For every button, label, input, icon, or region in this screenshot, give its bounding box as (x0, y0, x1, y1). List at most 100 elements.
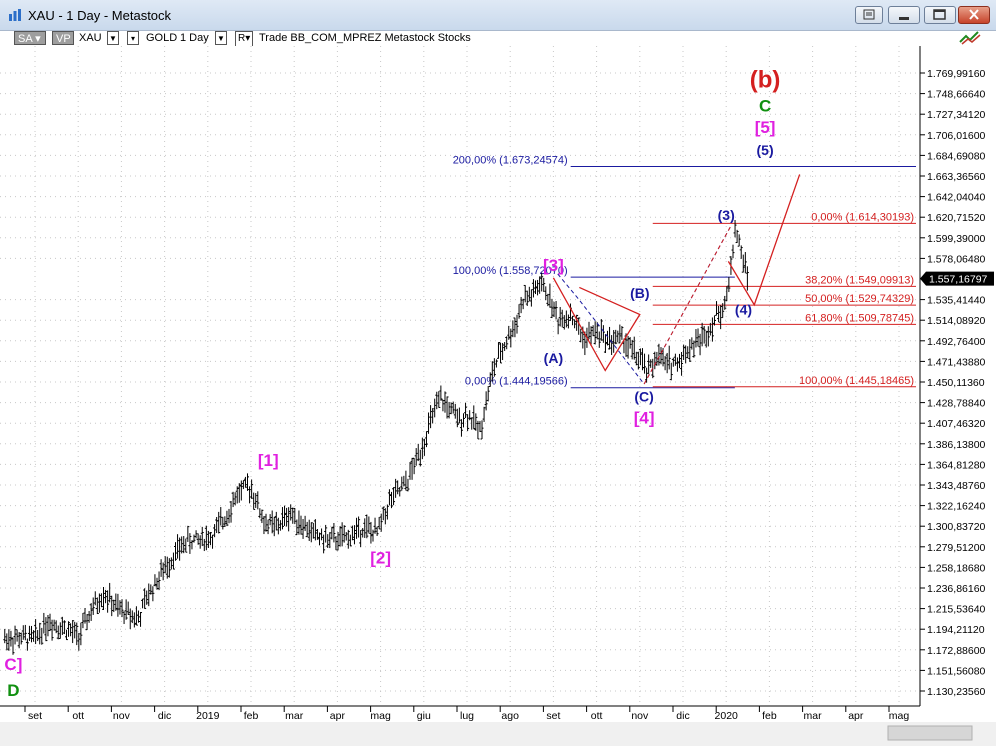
data-source: Trade BB_COM_MPREZ Metastock Stocks (259, 32, 471, 44)
sa-button[interactable]: SA ▾ (14, 31, 46, 45)
security-name: GOLD (146, 32, 178, 44)
symbol-lookup-button[interactable]: ▾ (127, 31, 139, 45)
price-bars (3, 219, 749, 655)
price-tick-label: 1.471,43880 (927, 356, 986, 368)
wave-label: [2] (370, 549, 391, 568)
current-price-label: 1.557,16797 (929, 274, 988, 286)
vp-button[interactable]: VP (52, 31, 74, 45)
chevron-down-icon: ▼ (217, 34, 225, 43)
price-tick-label: 1.194,21120 (927, 624, 985, 636)
projection-path (727, 174, 801, 307)
minimize-button[interactable] (888, 6, 920, 24)
time-tick-label: mag (370, 710, 391, 722)
price-tick-label: 1.450,11360 (927, 377, 985, 389)
wave-path-red (643, 226, 731, 385)
sa-label: SA (18, 33, 33, 45)
price-tick-label: 1.279,51200 (927, 542, 986, 554)
horizontal-scrollbar[interactable] (0, 722, 996, 746)
fib-blue-label: 100,00% (1.558,72070) (453, 265, 568, 277)
fib-red-label: 50,00% (1.529,74329) (805, 293, 914, 305)
price-chart[interactable]: 1.769,99160 1.748,66640 1.727,34120 1.706,0… (0, 46, 996, 746)
price-tick-label: 1.727,34120 (927, 109, 986, 121)
wave-label: C] (4, 655, 22, 674)
wave-label: (4) (735, 301, 752, 317)
price-tick-label: 1.663,36560 (927, 171, 986, 183)
price-tick-label: 1.514,08920 (927, 315, 986, 327)
time-axis: set ott nov dic 2019 feb mar apr mag giu lug ago set… (24, 706, 910, 722)
time-tick-label: mag (889, 710, 910, 722)
price-tick-label: 1.386,13800 (927, 439, 986, 451)
time-tick-label: ott (591, 710, 603, 722)
time-tick-label: 2019 (196, 710, 220, 722)
price-tick-label: 1.215,53640 (927, 604, 986, 616)
time-tick-label: dic (158, 710, 171, 722)
price-tick-label: 1.407,46320 (927, 418, 986, 430)
symbol-dropdown[interactable]: ▼ (107, 31, 119, 45)
title-bar: XAU - 1 Day - Metastock (0, 0, 996, 31)
plot-background (0, 46, 920, 706)
wave-label: (A) (544, 350, 563, 366)
price-tick-label: 1.130,23560 (927, 686, 986, 698)
time-tick-label: nov (113, 710, 131, 722)
close-button[interactable] (958, 6, 990, 24)
wave-label: D (7, 681, 19, 700)
fib-red-label: 100,00% (1.445,18465) (799, 375, 914, 387)
maximize-icon (933, 9, 946, 20)
time-tick-label: lug (460, 710, 474, 722)
wave-label: [3] (543, 256, 564, 275)
price-axis: 1.769,99160 1.748,66640 1.727,34120 1.706,0… (920, 68, 986, 698)
time-tick-label: feb (762, 710, 777, 722)
time-tick-label: giu (417, 710, 431, 722)
close-icon (969, 9, 979, 20)
time-tick-label: dic (676, 710, 689, 722)
wave-label: (b) (750, 66, 781, 93)
wave-label: (B) (630, 285, 649, 301)
wave-label: [1] (258, 451, 279, 470)
time-tick-label: apr (848, 710, 864, 722)
wave-label: (3) (718, 207, 735, 223)
price-tick-label: 1.172,88600 (927, 645, 986, 657)
wave-drawings (552, 174, 801, 385)
wave-label: [5] (755, 118, 776, 137)
fib-blue-label: 200,00% (1.673,24574) (453, 154, 568, 166)
price-tick-label: 1.535,41440 (927, 295, 986, 307)
time-tick-label: mar (285, 710, 304, 722)
price-tick-label: 1.748,66640 (927, 89, 986, 101)
maximize-button[interactable] (924, 6, 956, 24)
time-tick-label: feb (244, 710, 259, 722)
price-tick-label: 1.642,04040 (927, 192, 986, 204)
time-tick-label: set (28, 710, 42, 722)
time-tick-label: nov (631, 710, 649, 722)
period-label: 1 Day (180, 32, 209, 44)
fib-red-label: 0,00% (1.614,30193) (811, 211, 914, 223)
scrollbar-thumb[interactable] (887, 725, 973, 741)
wave-label: (C) (634, 388, 653, 404)
chart-area[interactable]: 1.769,99160 1.748,66640 1.727,34120 1.706,0… (0, 46, 996, 746)
price-tick-label: 1.151,56080 (927, 665, 986, 677)
restore-button[interactable] (855, 6, 883, 24)
r-button[interactable]: R▾ (235, 31, 254, 47)
price-tick-label: 1.428,78840 (927, 398, 986, 410)
price-tick-label: 1.684,69080 (927, 150, 986, 162)
price-tick-label: 1.364,81280 (927, 459, 986, 471)
grid (0, 46, 920, 706)
dropdown-arrow-icon: ▾ (35, 33, 41, 45)
chart-tools-icon[interactable] (958, 30, 982, 46)
price-tick-label: 1.300,83720 (927, 521, 986, 533)
wave-label: (5) (757, 142, 774, 158)
price-tick-label: 1.599,39000 (927, 233, 986, 245)
current-price-box (920, 271, 994, 286)
app-icon (9, 9, 21, 21)
wave-label: C (759, 97, 771, 116)
fib-red-label: 38,20% (1.549,09913) (805, 274, 914, 286)
r-label: R (238, 33, 246, 44)
current-price-tag: 1.557,16797 (920, 271, 994, 286)
triangle-pattern (552, 277, 641, 372)
fib-red-label: 61,80% (1.509,78745) (805, 312, 914, 324)
minimize-icon (899, 17, 909, 20)
price-tick-label: 1.706,01600 (927, 130, 986, 142)
window-title: XAU - 1 Day - Metastock (28, 8, 172, 23)
period-dropdown[interactable]: ▼ (215, 31, 227, 45)
time-tick-label: mar (804, 710, 823, 722)
price-tick-label: 1.492,76400 (927, 336, 986, 348)
